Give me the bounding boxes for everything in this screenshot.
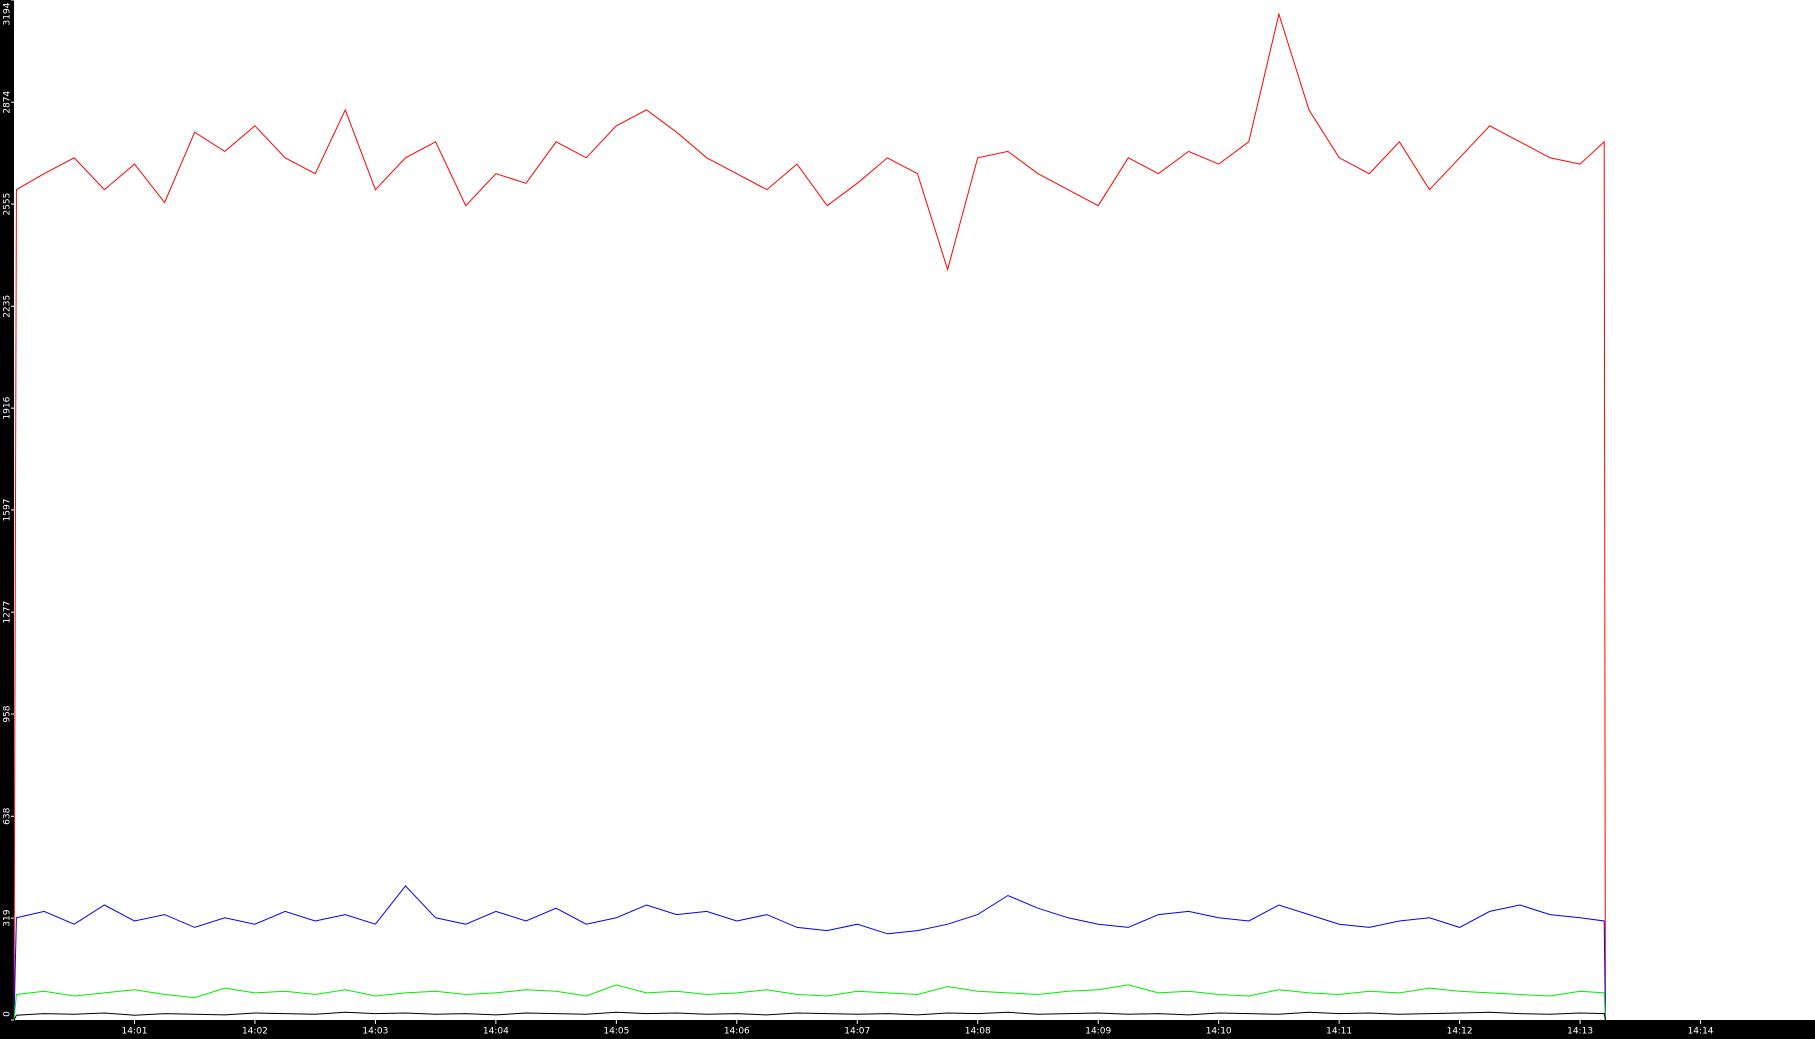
- y-tick-label: 1597: [3, 499, 13, 522]
- x-tick-label: 14:08: [965, 1027, 991, 1037]
- x-tick-label: 14:10: [1206, 1027, 1232, 1037]
- y-tick-label: 958: [3, 705, 13, 722]
- y-tick-label: 638: [3, 807, 13, 824]
- series-line: [13, 12, 1606, 1021]
- x-tick-label: 14:14: [1688, 1027, 1714, 1037]
- series-line: [13, 984, 1606, 1021]
- x-tick-label: 14:04: [483, 1027, 509, 1037]
- y-tick-label: 3194: [3, 2, 13, 25]
- x-tick-label: 14:01: [121, 1027, 147, 1037]
- series-line: [13, 885, 1606, 1021]
- x-tick-label: 14:07: [844, 1027, 870, 1037]
- series-line: [13, 1011, 1606, 1021]
- y-tick-label: 2235: [3, 295, 13, 318]
- x-tick-label: 14:12: [1447, 1027, 1473, 1037]
- y-tick-label: 0: [3, 1011, 13, 1017]
- x-tick-label: 14:11: [1326, 1027, 1352, 1037]
- y-tick-label: 2555: [3, 193, 13, 216]
- plot-area: [14, 0, 1815, 1020]
- y-tick-label: 1916: [3, 396, 13, 419]
- y-tick-label: 1277: [3, 601, 13, 624]
- x-tick-label: 14:03: [362, 1027, 388, 1037]
- x-tick-label: 14:09: [1085, 1027, 1111, 1037]
- x-tick-label: 14:02: [242, 1027, 268, 1037]
- x-tick-label: 14:06: [724, 1027, 750, 1037]
- x-tick-label: 14:05: [603, 1027, 629, 1037]
- x-tick-label: 14:13: [1567, 1027, 1593, 1037]
- y-tick-label: 319: [3, 909, 13, 926]
- y-tick-label: 2874: [3, 90, 13, 113]
